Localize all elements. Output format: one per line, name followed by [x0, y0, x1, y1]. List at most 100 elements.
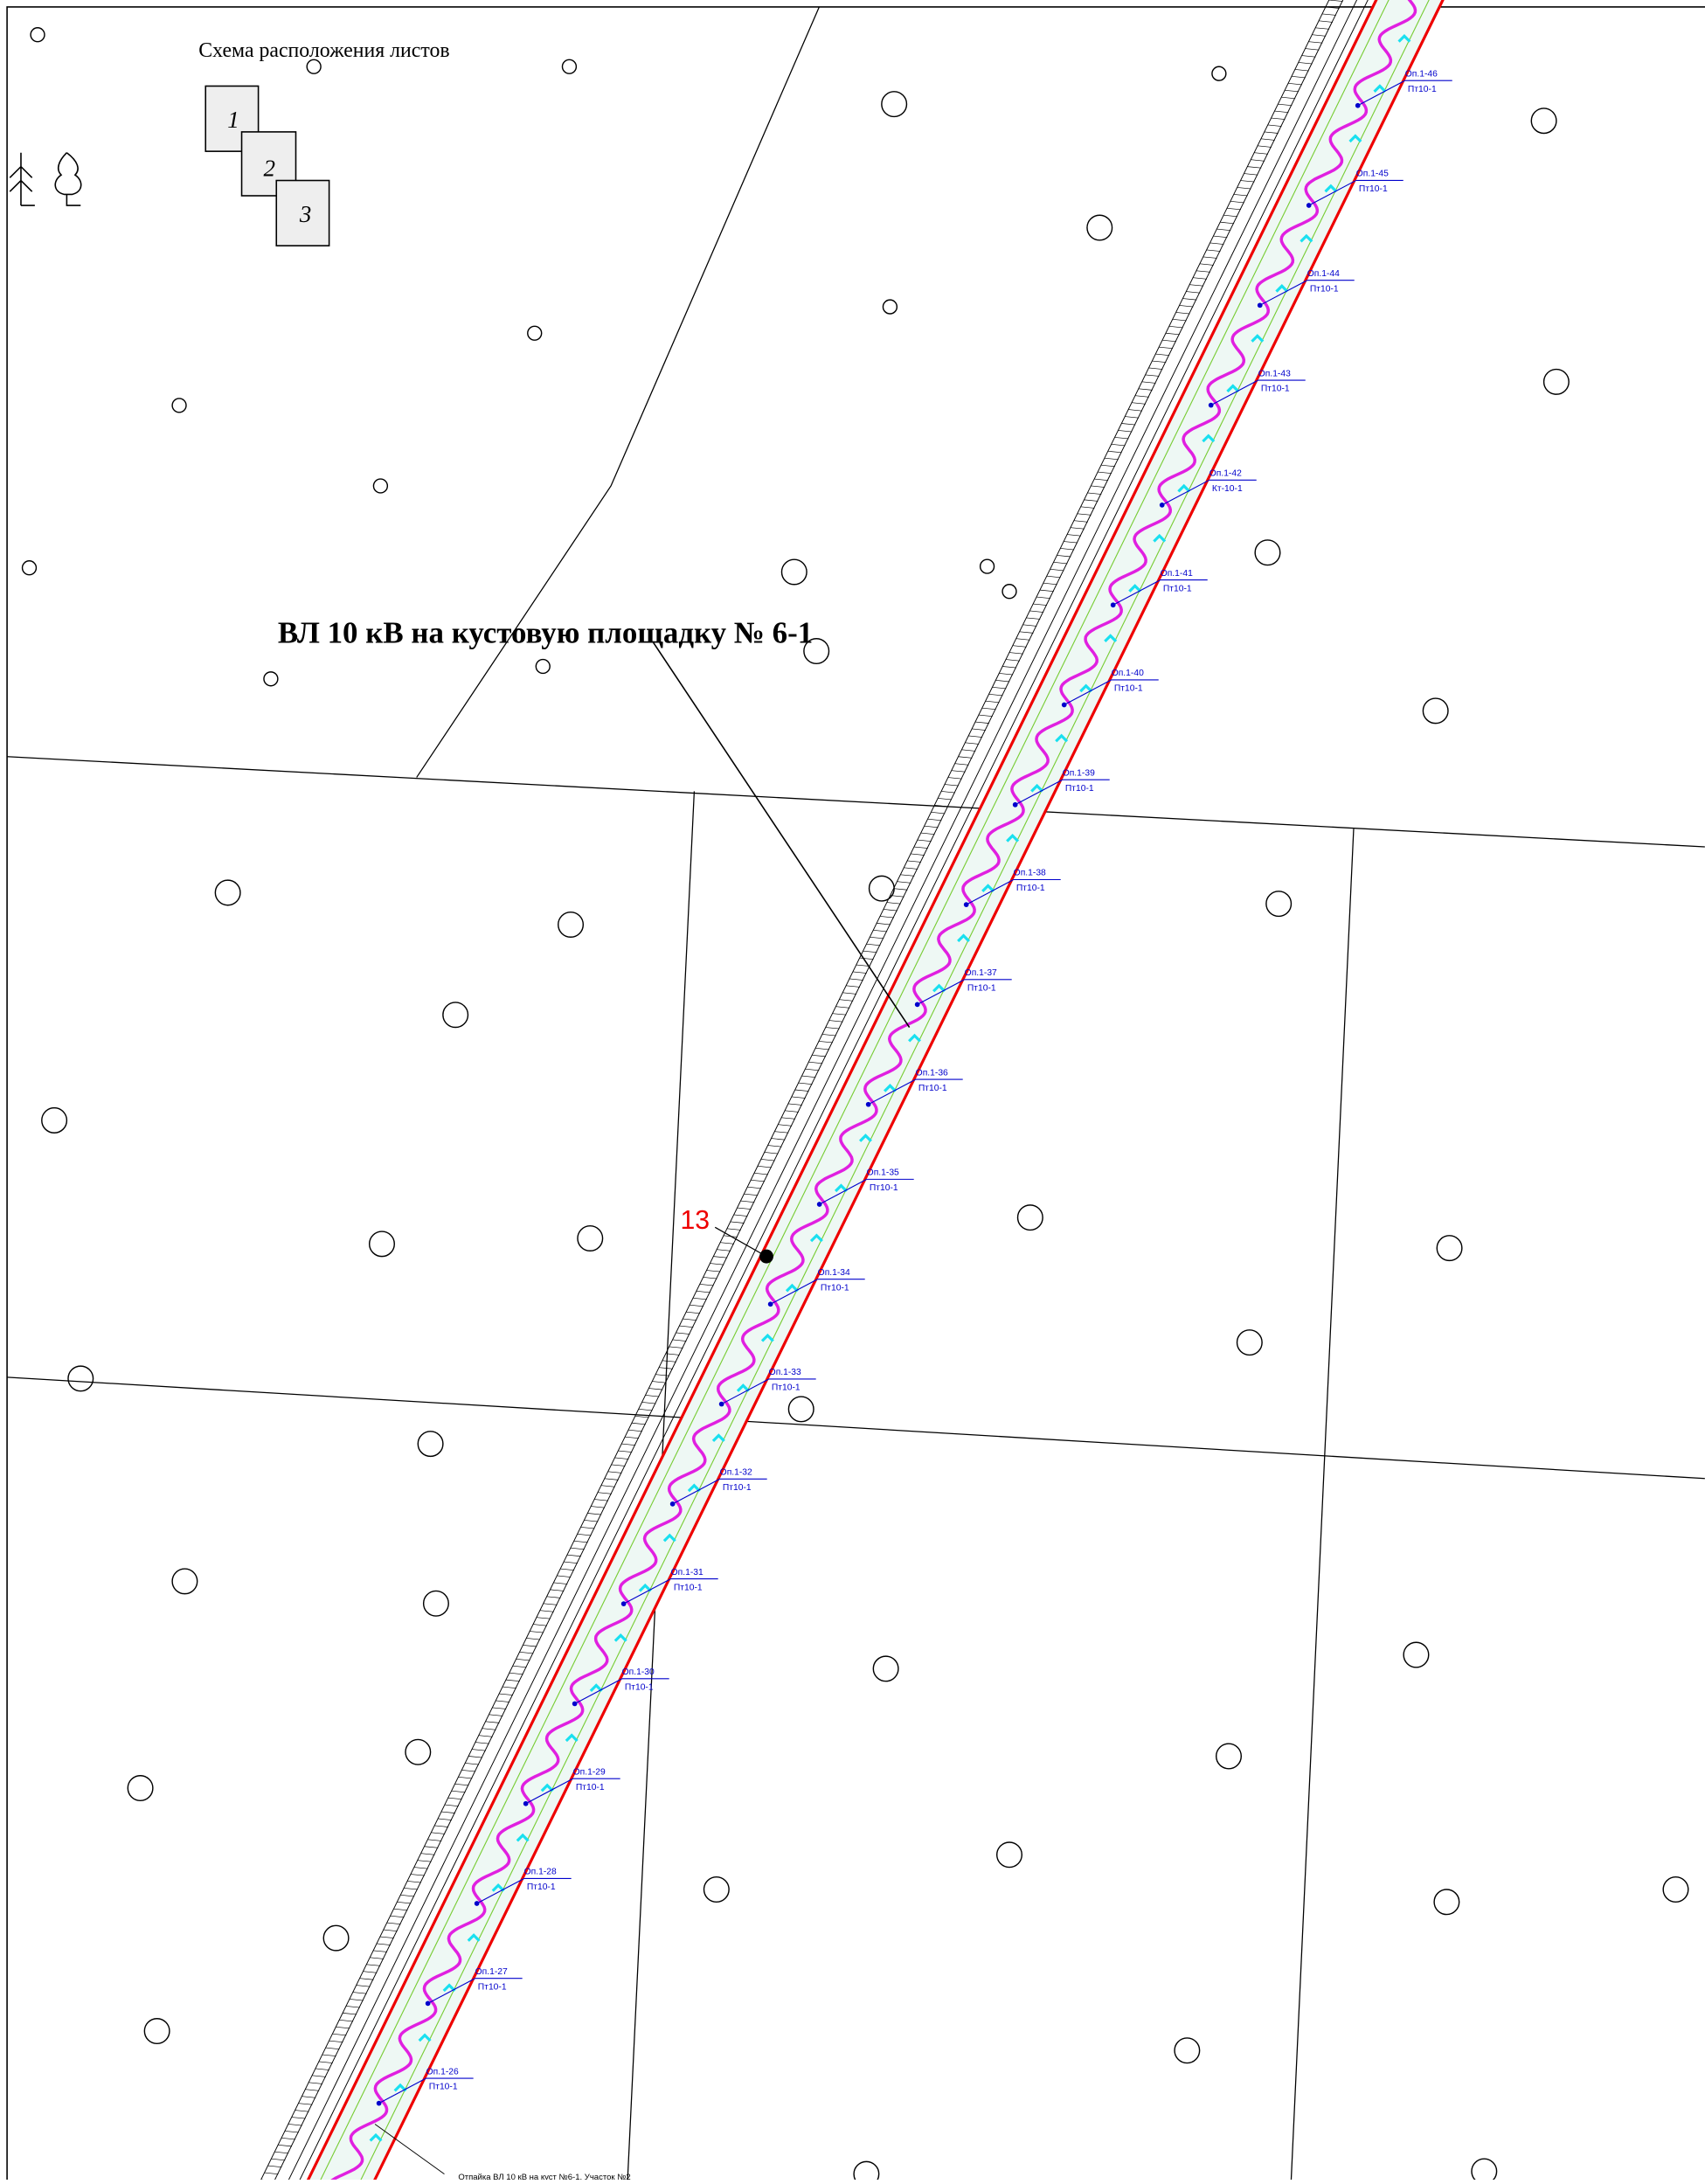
pole-label: Оп.1-27	[475, 1967, 508, 1977]
pole-type: Пт10-1	[674, 1583, 703, 1592]
sheet-number: 2	[264, 156, 276, 182]
tree	[1215, 1743, 1243, 1770]
pole-leader	[1064, 679, 1112, 705]
pole	[914, 1002, 920, 1008]
pole	[1257, 302, 1263, 309]
marker-point	[759, 1249, 773, 1264]
pole-type: Пт10-1	[967, 983, 996, 993]
tree	[41, 1106, 68, 1134]
pole-leader	[1210, 379, 1258, 406]
tree	[1016, 1204, 1043, 1231]
pole-type: Пт10-1	[723, 1483, 752, 1493]
tree	[30, 27, 45, 43]
pole-leader	[770, 1279, 818, 1305]
tree	[263, 671, 279, 687]
tree	[127, 1775, 154, 1802]
sheet-number: 3	[299, 201, 312, 227]
pole-label: Оп.1-39	[1063, 768, 1095, 778]
pole-leader	[1308, 179, 1356, 206]
tree	[995, 1841, 1023, 1869]
tree	[803, 638, 830, 665]
pole-type: Пт10-1	[1114, 684, 1143, 694]
pole-label: Оп.1-26	[426, 2067, 459, 2077]
pole-leader	[574, 1678, 622, 1704]
tree	[787, 1396, 814, 1423]
cable-marks	[350, 34, 1411, 2184]
pole-label: Оп.1-44	[1307, 269, 1340, 279]
pole-type: Пт10-1	[870, 1183, 898, 1193]
tree	[1002, 584, 1017, 600]
tree	[1542, 368, 1570, 395]
cable-line	[326, 0, 1417, 2184]
pole-type: Пт10-1	[1016, 884, 1045, 893]
tree	[1662, 1875, 1689, 1903]
tree	[577, 1224, 604, 1251]
pole-label: Оп.1-35	[867, 1168, 899, 1178]
pole-leader	[966, 879, 1014, 905]
tree	[214, 879, 241, 906]
pole	[718, 1401, 724, 1407]
protection-zone	[317, 0, 1390, 2184]
pole-leader	[427, 1978, 475, 2004]
tree	[1211, 66, 1227, 81]
pole-label: Оп.1-33	[769, 1368, 801, 1377]
pole-leader	[1015, 779, 1063, 806]
pole-label: Оп.1-41	[1161, 569, 1193, 579]
sheet-scheme: 1 2 3	[204, 85, 330, 246]
boundary	[7, 1376, 1705, 1480]
pole-leader	[378, 2077, 426, 2104]
tree	[405, 1738, 432, 1765]
line-label: ВЛ 10 кВ на кустовую площадку № 6-1	[278, 615, 813, 649]
pole-leader	[1259, 280, 1307, 306]
pole-leader	[868, 1078, 916, 1106]
tree	[1433, 1889, 1460, 1916]
pole-leader	[721, 1378, 769, 1405]
pole-type: Пт10-1	[821, 1283, 849, 1293]
pole-type: Пт10-1	[918, 1084, 947, 1093]
tree	[1265, 891, 1293, 918]
pole-label: Оп.1-43	[1258, 369, 1291, 378]
tree	[171, 1568, 198, 1595]
pole	[865, 1101, 871, 1107]
pole-label: Оп.1-42	[1209, 469, 1242, 479]
pole-leader	[1357, 80, 1405, 107]
conifer-icon	[9, 152, 35, 206]
row-boundary	[304, 0, 1378, 2184]
rail-line	[286, 0, 1358, 2184]
pole-type: Пт10-1	[772, 1383, 801, 1393]
tree	[372, 478, 389, 494]
pole-type: Пт10-1	[1065, 784, 1094, 794]
tree	[1086, 214, 1113, 241]
marker-leader	[714, 1226, 767, 1258]
tree	[1403, 1641, 1430, 1668]
tree	[535, 658, 551, 675]
scheme-title: Схема расположения листов	[198, 39, 449, 62]
tree	[1436, 1235, 1463, 1262]
boundary	[416, 6, 820, 778]
tree	[853, 2160, 880, 2184]
rail-hatching	[260, 0, 1343, 2181]
pole-type: Пт10-1	[1310, 284, 1339, 294]
rail-line	[272, 0, 1344, 2184]
tree	[1422, 697, 1449, 725]
tree	[1174, 2037, 1201, 2064]
tree	[882, 299, 898, 315]
tree	[561, 59, 578, 74]
pole-leader	[1161, 479, 1209, 506]
pole	[1159, 503, 1165, 508]
sheet-box	[275, 179, 330, 246]
pole-leader	[917, 979, 965, 1005]
pole-type: Пт10-1	[576, 1783, 605, 1792]
tree	[780, 558, 807, 586]
pole-leader	[819, 1178, 867, 1205]
pole-label: Оп.1-46	[1405, 69, 1438, 79]
pole-type: Кт-10-1	[1212, 484, 1243, 494]
tree	[1236, 1329, 1263, 1356]
tree	[881, 91, 908, 118]
marker-label: 13	[681, 1206, 710, 1235]
pole-type: Пт10-1	[1408, 85, 1437, 94]
tree	[872, 1655, 899, 1682]
pole-label: Оп.1-31	[671, 1568, 703, 1577]
tree	[322, 1924, 350, 1952]
tree	[868, 875, 895, 902]
